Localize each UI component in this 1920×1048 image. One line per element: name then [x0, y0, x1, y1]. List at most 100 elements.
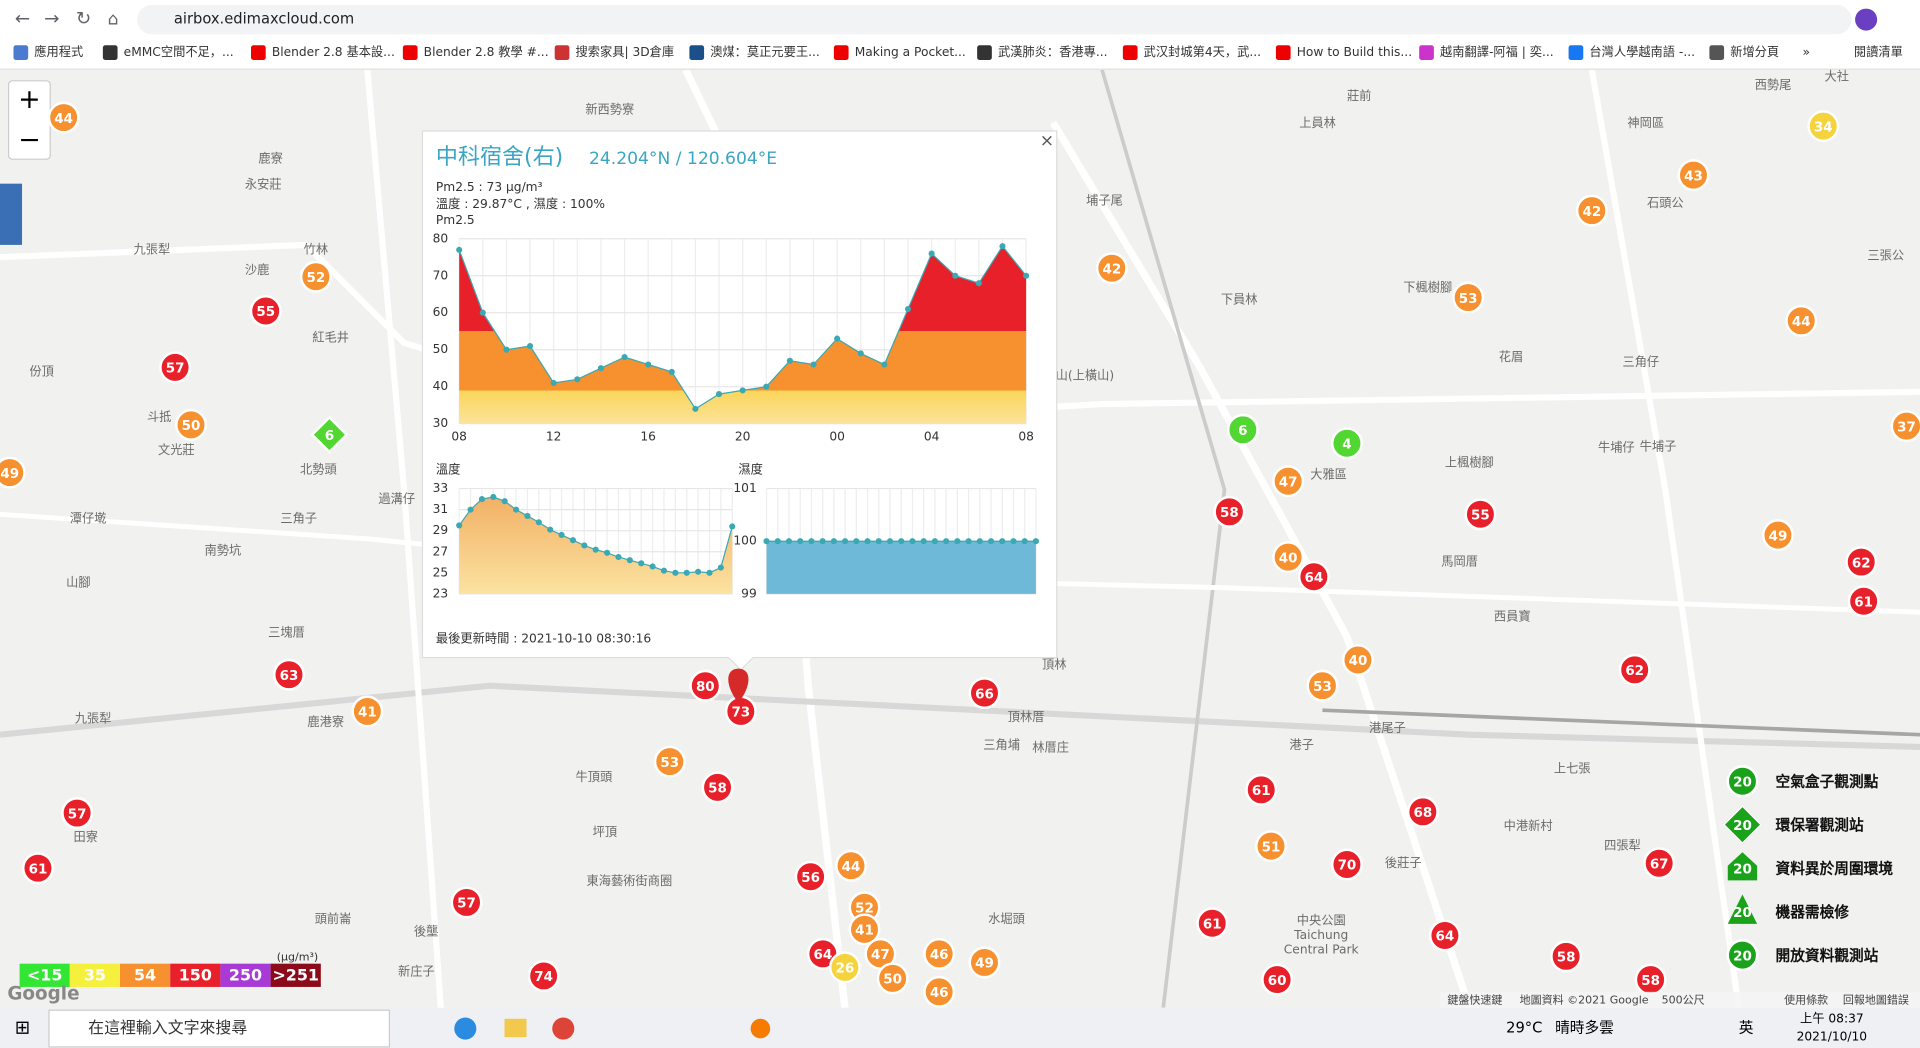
- time: 上午 08:37: [1800, 1011, 1864, 1025]
- marker: [47, 101, 80, 134]
- marker-label: 64: [1305, 571, 1324, 586]
- side-tab[interactable]: [0, 183, 23, 245]
- reload[interactable]: ↻: [76, 9, 91, 30]
- station-legend: 20 空氣盒子觀測點 20 環保署觀測站 20 資料異於周圍環境 20 機器需檢修 20 開放資料…: [1723, 765, 1893, 972]
- footer-bg: [1440, 991, 1920, 1008]
- bookmark: 搜索家具| 3D倉庫: [576, 44, 675, 60]
- level-label: >251: [272, 965, 319, 984]
- point: [706, 569, 713, 576]
- zoom-out[interactable]: −: [18, 124, 41, 155]
- app-edge[interactable]: [454, 1017, 477, 1040]
- marker-label: 80: [696, 680, 715, 695]
- place-label: 埔子尾: [1086, 193, 1123, 207]
- point: [503, 346, 510, 353]
- weather: 晴時多雲: [1555, 1020, 1614, 1037]
- place-label: 南勢坑: [204, 543, 241, 558]
- marker-label: 44: [1792, 315, 1811, 330]
- marker-label: 57: [457, 897, 476, 912]
- place-label: 西勢尾: [1755, 77, 1792, 92]
- area: [766, 541, 1036, 594]
- place-label: 東海藝術街商圈: [587, 873, 673, 888]
- profile[interactable]: [1855, 8, 1878, 31]
- point: [808, 538, 815, 545]
- marker: [1890, 410, 1920, 443]
- marker-label: 53: [1313, 680, 1332, 695]
- point: [819, 538, 826, 545]
- search-box[interactable]: [48, 1009, 391, 1048]
- footer-text: 使用條款: [1784, 992, 1828, 1006]
- marker-label: 53: [1459, 292, 1478, 307]
- zoom-in[interactable]: +: [18, 84, 41, 115]
- start[interactable]: ⊞: [15, 1018, 30, 1039]
- marker-label: 46: [930, 986, 949, 1001]
- map-footer: Google 鍵盤快速鍵 地圖資料 ©2021 Google 500公尺 使用條款 回報…: [7, 983, 1920, 1008]
- bookmark: 武汉封城第4天，武...: [1144, 45, 1261, 59]
- marker: [689, 669, 722, 702]
- level-swatch: [270, 963, 321, 987]
- ime[interactable]: 英: [1739, 1019, 1754, 1037]
- marker-label: 58: [1557, 951, 1576, 966]
- station-label: 空氣盒子觀測點: [1776, 772, 1879, 790]
- home[interactable]: ⌂: [108, 10, 119, 30]
- place-label: 新庄子: [398, 964, 435, 979]
- bookmark-icon: [1419, 45, 1434, 61]
- point: [785, 538, 793, 545]
- marker-label: 61: [1854, 595, 1873, 610]
- bookmark-icon: [1122, 45, 1138, 61]
- point: [976, 538, 983, 545]
- bookmark: 澳煤：莫正元要王...: [710, 45, 820, 59]
- search[interactable]: 在這裡輸入文字來搜尋: [88, 1018, 247, 1037]
- point: [558, 531, 565, 538]
- marker-label: 49: [975, 957, 994, 972]
- marker: [968, 946, 1001, 979]
- place-label: 份頂: [29, 365, 53, 379]
- marker: [1261, 963, 1294, 996]
- y-tick-label: 99: [741, 586, 757, 600]
- bookmark: 台灣人學越南語 -...: [1589, 44, 1695, 59]
- forward[interactable]: →: [44, 9, 59, 30]
- back[interactable]: ←: [15, 9, 30, 30]
- marker-label: 42: [1582, 205, 1601, 220]
- point: [592, 546, 599, 553]
- marker: [1575, 194, 1608, 227]
- point: [952, 272, 959, 279]
- app-chrome[interactable]: [552, 1017, 575, 1040]
- point: [513, 506, 520, 513]
- bookmark: Making a Pocket...: [855, 45, 966, 59]
- app-blender[interactable]: [750, 1018, 771, 1039]
- marker-label: 49: [0, 467, 19, 482]
- marker-label: 49: [1769, 529, 1788, 544]
- y-tick-label: 31: [433, 502, 449, 516]
- marker-label: 70: [1338, 859, 1357, 874]
- marker-label: 42: [1102, 262, 1121, 277]
- marker-label: 4: [1342, 437, 1351, 452]
- place-label: 頂林: [1042, 657, 1066, 671]
- popup: × 中科宿舍(右) 24.204°N / 120.604°E Pm2.5 : 7…: [421, 130, 1058, 671]
- marker-label: 37: [1897, 420, 1916, 435]
- address-bar[interactable]: [137, 4, 1852, 35]
- place-label: 斗抵: [147, 410, 171, 424]
- app-files[interactable]: [504, 1018, 527, 1038]
- place-label: 莊前: [1347, 88, 1371, 103]
- zoom-control: + −: [0, 80, 51, 245]
- point: [550, 379, 557, 387]
- unit: (μg/m³): [277, 951, 318, 964]
- point: [729, 523, 736, 530]
- marker: [653, 745, 686, 778]
- point: [987, 538, 995, 545]
- marker: [1196, 907, 1229, 940]
- date: 2021/10/10: [1797, 1030, 1868, 1044]
- url[interactable]: airbox.edimaxcloud.com: [174, 11, 354, 28]
- marker: [22, 852, 54, 885]
- marker: [1331, 427, 1363, 460]
- place-label: 三角子: [280, 512, 317, 526]
- area: [459, 496, 733, 594]
- point: [479, 309, 486, 316]
- y-tick-label: 30: [433, 416, 449, 430]
- point: [672, 569, 679, 576]
- close[interactable]: ×: [1040, 131, 1054, 151]
- place-label: 三塊厝: [268, 625, 305, 640]
- place-label: 北勢頭: [300, 462, 337, 477]
- footer-text: 回報地圖錯誤: [1843, 992, 1909, 1006]
- point: [626, 557, 633, 564]
